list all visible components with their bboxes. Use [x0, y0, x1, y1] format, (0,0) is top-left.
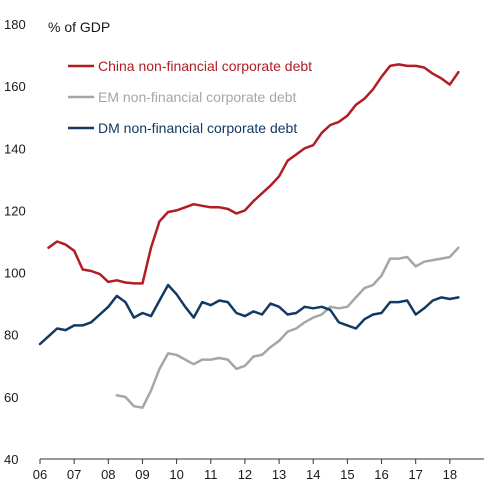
- y-axis-ticks: 40 60 80 100 120 140 160 180: [4, 17, 26, 467]
- y-tick-label: 160: [4, 79, 26, 94]
- x-axis-ticks: 06 07 08 09 10 11 12 13 14 15 16 17 18: [33, 459, 457, 482]
- series-line-china-non-financial-corporate-debt: [47, 63, 460, 285]
- series-lines: [38, 63, 460, 409]
- legend-label: DM non-financial corporate debt: [98, 120, 297, 136]
- x-tick-label: 09: [135, 467, 149, 482]
- y-tick-label: 100: [4, 266, 26, 281]
- x-tick-label: 10: [169, 467, 183, 482]
- y-tick-label: 60: [4, 390, 18, 405]
- x-tick-label: 12: [238, 467, 252, 482]
- x-tick-label: 11: [204, 467, 218, 482]
- x-tick-label: 15: [340, 467, 354, 482]
- series-line-dm-non-financial-corporate-debt: [38, 283, 460, 346]
- legend-label: China non-financial corporate debt: [98, 58, 312, 74]
- y-tick-label: 120: [4, 203, 26, 218]
- x-tick-label: 18: [443, 467, 457, 482]
- legend: China non-financial corporate debt EM non…: [68, 58, 312, 136]
- x-tick-label: 16: [374, 467, 388, 482]
- y-tick-label: 40: [4, 452, 18, 467]
- x-tick-label: 07: [67, 467, 81, 482]
- series-line-em-non-financial-corporate-debt: [115, 246, 460, 409]
- x-tick-label: 06: [33, 467, 47, 482]
- legend-label: EM non-financial corporate debt: [98, 89, 297, 105]
- unit-label: % of GDP: [48, 19, 110, 35]
- x-tick-label: 17: [408, 467, 422, 482]
- x-tick-label: 14: [306, 467, 320, 482]
- y-tick-label: 140: [4, 141, 26, 156]
- x-tick-label: 13: [272, 467, 286, 482]
- y-tick-label: 80: [4, 328, 18, 343]
- y-tick-label: 180: [4, 17, 26, 32]
- x-tick-label: 08: [101, 467, 115, 482]
